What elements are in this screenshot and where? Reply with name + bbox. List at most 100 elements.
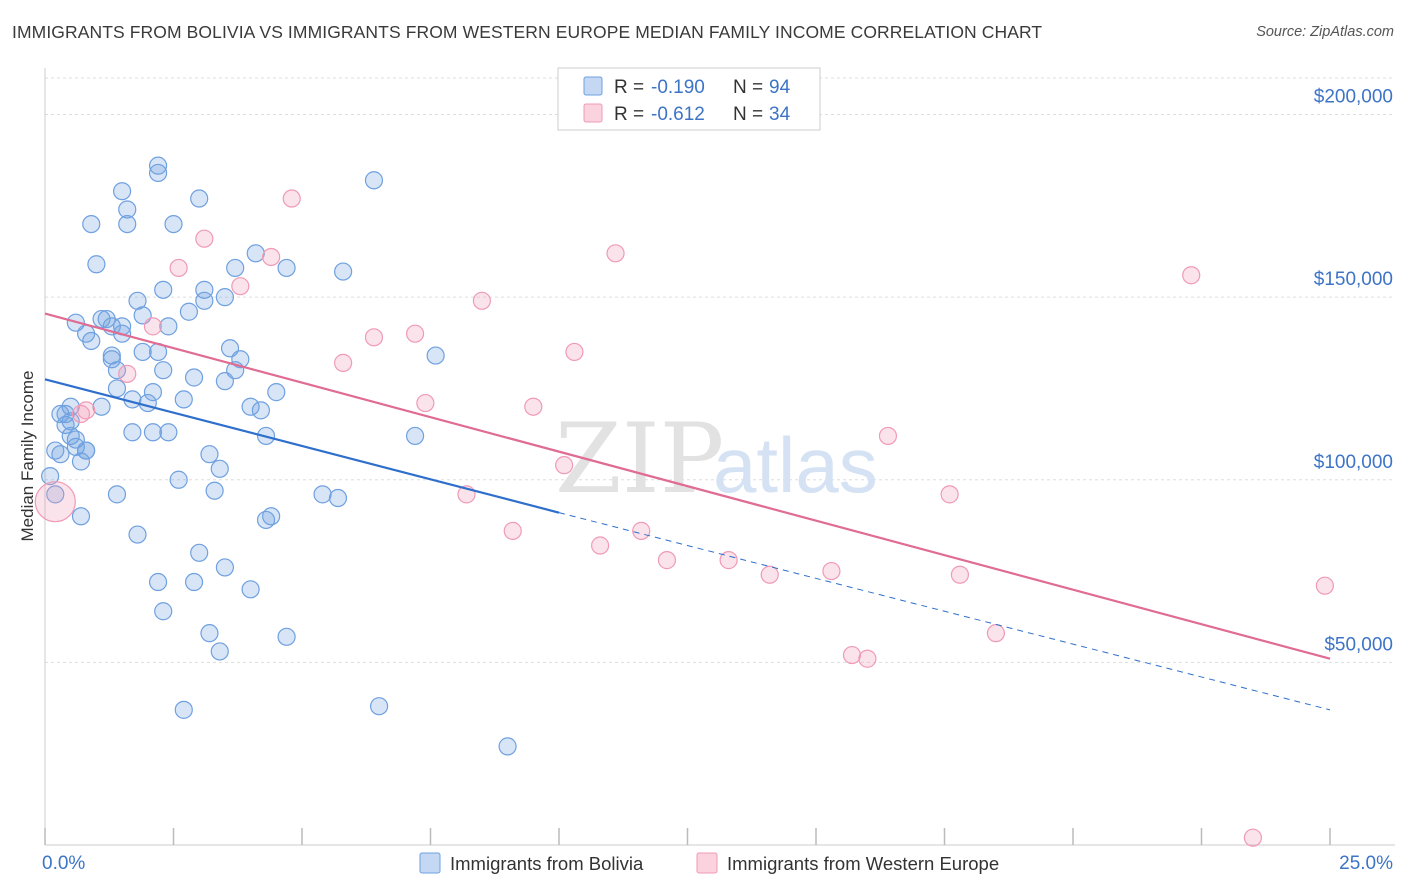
point-western-europe <box>657 551 677 570</box>
series-legend: Immigrants from Bolivia Immigrants from … <box>419 852 999 874</box>
point-bolivia <box>313 485 332 504</box>
point-bolivia <box>174 390 193 409</box>
point-bolivia <box>184 368 204 387</box>
point-bolivia <box>498 737 517 756</box>
y-tick-label: $200,000 <box>1314 87 1393 108</box>
bottom-legend-label-bolivia: Immigrants from Bolivia <box>450 853 644 874</box>
bottom-legend-swatch-western-europe <box>696 852 718 874</box>
point-bolivia <box>251 401 270 420</box>
point-bolivia <box>190 189 209 208</box>
point-bolivia <box>107 361 127 380</box>
point-bolivia <box>71 507 91 526</box>
point-bolivia <box>92 309 111 329</box>
point-bolivia <box>61 397 80 416</box>
point-bolivia <box>241 397 260 416</box>
point-western-europe <box>986 624 1006 643</box>
point-bolivia <box>92 397 111 416</box>
point-bolivia <box>112 182 132 201</box>
chart-source: Source: ZipAtlas.com <box>1256 24 1394 40</box>
point-bolivia <box>51 445 70 464</box>
point-bolivia <box>107 379 127 398</box>
point-western-europe <box>282 189 301 208</box>
point-western-europe <box>334 353 353 372</box>
point-bolivia <box>118 214 137 234</box>
chart-title: IMMIGRANTS FROM BOLIVIA VS IMMIGRANTS FR… <box>12 22 1043 42</box>
point-western-europe <box>472 291 491 310</box>
y-tick-label: $50,000 <box>1324 634 1393 655</box>
legend-n-value-bolivia: 94 <box>769 77 791 98</box>
point-western-europe <box>34 481 76 523</box>
point-western-europe <box>950 565 970 584</box>
legend-r-value-western-europe: -0.612 <box>651 104 705 125</box>
legend-r-label-western-europe: R = <box>614 104 644 125</box>
y-axis-label: Median Family Income <box>18 370 37 541</box>
point-bolivia <box>405 426 425 446</box>
point-western-europe <box>1243 828 1263 847</box>
point-western-europe <box>416 393 435 413</box>
point-bolivia <box>159 423 178 442</box>
point-bolivia <box>328 488 348 508</box>
point-western-europe <box>822 561 841 581</box>
point-bolivia <box>262 507 281 526</box>
point-bolivia <box>200 624 219 643</box>
point-bolivia <box>41 467 60 486</box>
point-bolivia <box>370 697 389 716</box>
point-bolivia <box>107 485 127 504</box>
points-layer <box>34 156 1334 847</box>
point-bolivia <box>215 288 234 307</box>
point-bolivia <box>82 214 101 234</box>
point-bolivia <box>159 317 178 336</box>
point-bolivia <box>200 445 219 464</box>
point-western-europe <box>524 397 543 416</box>
point-western-europe <box>503 521 522 540</box>
point-bolivia <box>77 441 96 460</box>
point-bolivia <box>334 262 353 281</box>
point-bolivia <box>210 642 229 661</box>
point-western-europe <box>1315 576 1334 595</box>
legend-r-label-bolivia: R = <box>614 77 644 98</box>
point-western-europe <box>143 317 163 336</box>
point-bolivia <box>190 543 209 562</box>
point-western-europe <box>719 551 738 570</box>
point-western-europe <box>169 258 188 278</box>
point-bolivia <box>426 346 445 365</box>
point-bolivia <box>46 485 65 504</box>
point-bolivia <box>61 412 80 431</box>
correlation-legend: R = -0.190 N = 94 R = -0.612 N = 34 <box>557 67 821 131</box>
point-bolivia <box>246 244 265 263</box>
point-western-europe <box>77 401 96 420</box>
point-bolivia <box>87 255 106 274</box>
point-western-europe <box>1182 266 1201 285</box>
point-bolivia <box>226 258 245 278</box>
point-western-europe <box>606 244 625 263</box>
point-bolivia <box>143 423 163 442</box>
legend-n-label-bolivia: N = <box>733 77 763 98</box>
point-western-europe <box>565 342 584 362</box>
point-western-europe <box>842 645 862 665</box>
legend-n-value-western-europe: 34 <box>769 104 791 125</box>
trendline-bolivia-extension <box>558 512 1331 711</box>
point-bolivia <box>143 383 163 402</box>
point-bolivia <box>241 580 260 599</box>
point-bolivia <box>148 156 168 175</box>
point-western-europe <box>591 536 610 555</box>
legend-swatch-bolivia <box>583 76 603 96</box>
point-western-europe <box>632 521 651 540</box>
point-bolivia <box>205 481 224 500</box>
point-western-europe <box>940 485 959 504</box>
point-western-europe <box>760 565 779 584</box>
point-western-europe <box>118 364 137 383</box>
point-bolivia <box>215 558 234 577</box>
point-western-europe <box>555 456 574 475</box>
x-tick-label-end: 25.0% <box>1339 853 1393 874</box>
y-tick-label: $100,000 <box>1314 452 1393 473</box>
x-tick-label-start: 0.0% <box>42 853 85 874</box>
point-bolivia <box>66 437 85 456</box>
point-bolivia <box>277 258 296 278</box>
y-tick-label: $150,000 <box>1314 269 1393 290</box>
watermark-zip: ZIP <box>555 403 724 515</box>
point-bolivia <box>154 280 173 299</box>
point-bolivia <box>184 572 204 592</box>
point-western-europe <box>262 247 281 267</box>
